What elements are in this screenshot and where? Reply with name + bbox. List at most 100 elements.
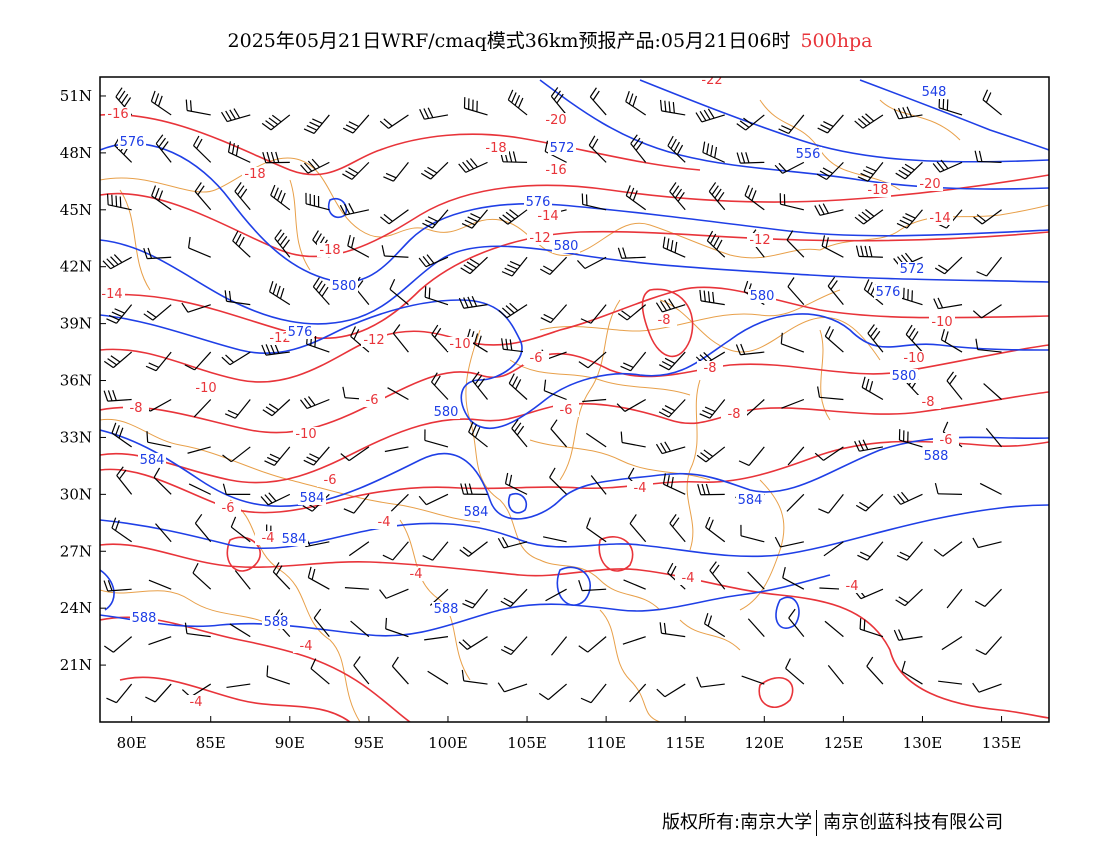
wind-barb [424,636,449,641]
temp-label-bg [317,473,343,487]
wind-barb [934,482,963,495]
height-contour [100,299,1049,430]
wind-barb [780,332,805,353]
wind-barb [946,588,963,609]
wind-barb [738,446,765,466]
wind-barb [461,669,488,685]
wind-barb [893,106,923,120]
border-line [599,609,661,722]
country-borders [100,99,1049,722]
wind-barb [460,483,488,495]
height-contour-label: 584 [282,532,307,547]
wind-barb [224,399,251,419]
temp-contour-label: -4 [846,579,859,594]
wind-barb [497,682,528,693]
temp-label-bg [359,393,385,407]
wind-barb [543,379,567,401]
lat-tick-label: 21N [60,656,92,674]
temp-contour-label: -4 [410,567,423,582]
wind-barb [787,277,805,306]
temp-contour-label: -18 [244,167,265,182]
wind-barb [974,150,1002,163]
temp-contour-label: -10 [295,427,316,442]
temp-label-bg [917,177,943,191]
height-contour-label: 584 [300,491,325,506]
wind-barb [459,541,488,557]
wind-barb [306,333,330,353]
wind-barb [424,286,449,306]
wind-barb [106,683,133,704]
wind-barb [933,541,963,557]
wind-barb [747,571,765,590]
wind-barb [511,419,528,448]
wind-barb [779,193,804,211]
wind-barb [817,386,844,401]
temperature-contour [100,286,1049,383]
height-label-bg [262,615,290,629]
temp-label-bg [927,211,953,225]
wind-barb [155,134,172,163]
wind-barb [193,399,212,418]
temperature-labels: -16 -18 -20 -16 -18 -22 -20 -18 -14 -14 -12 -12 -18 -… [100,77,959,710]
wind-barb [188,483,211,495]
wind-barb [895,161,923,180]
wind-barb [194,182,212,211]
temperature-contour [100,230,1049,340]
wind-barb [705,516,726,543]
wind-barb [861,376,884,401]
temp-label-bg [523,351,549,365]
wind-barb [418,254,449,268]
temp-label-bg [527,231,553,245]
wind-barb [699,399,726,419]
wind-barb [659,622,686,638]
wind-barb [620,351,647,372]
wind-barb [382,541,409,561]
axis-ticks: 80E 85E 90E 95E 100E 105E 110E 115E 120E 125E 130E… [60,87,1022,752]
temperature-contour [100,174,1049,258]
wind-barb [146,431,172,448]
wind-barb [539,256,568,275]
wind-barb [778,114,805,135]
wind-barb [824,620,844,638]
temp-contour-label: -8 [922,395,935,410]
wind-barb [586,517,607,543]
wind-barb [342,114,370,134]
temp-contour-label: -20 [545,113,566,128]
temp-contour-label: -12 [269,331,290,346]
lat-tick-label: 30N [60,485,92,503]
wind-barb [941,636,963,651]
height-label-bg [432,602,460,616]
title-main: 2025年05月21日WRF/cmaq模式36km预报产品:05月21日06时 [227,30,791,52]
wind-barb [103,389,132,402]
wind-barb [703,613,726,638]
lat-tick-label: 51N [60,87,92,105]
height-label-bg [548,141,576,155]
wind-barb [938,96,963,116]
lat-tick-label: 33N [60,428,92,446]
wind-barb [348,541,370,557]
wind-barb [387,387,409,401]
temp-label-bg [361,333,387,347]
wind-barb [550,419,568,448]
height-contour [100,504,1049,558]
wind-barb [972,304,1002,319]
wind-barb [667,135,686,163]
temperature-contour [641,288,694,358]
lon-tick-label: 130E [903,734,943,752]
wind-barb [461,209,488,229]
wind-barb [696,676,725,688]
wind-barb [744,185,765,211]
wind-barb [669,182,686,211]
wind-barb [350,326,370,353]
temp-label-bg [933,433,959,447]
height-label-bg [874,285,902,299]
wind-barb [625,185,647,211]
temp-contour-label: -6 [222,501,235,516]
wind-barb [818,493,844,514]
temperature-contour [100,113,701,176]
wind-barb [148,636,172,646]
temp-contour-label: -10 [931,315,952,330]
temp-contour-label: -8 [658,313,671,328]
temp-contour-label: -4 [190,695,203,710]
wind-barb [857,161,884,182]
